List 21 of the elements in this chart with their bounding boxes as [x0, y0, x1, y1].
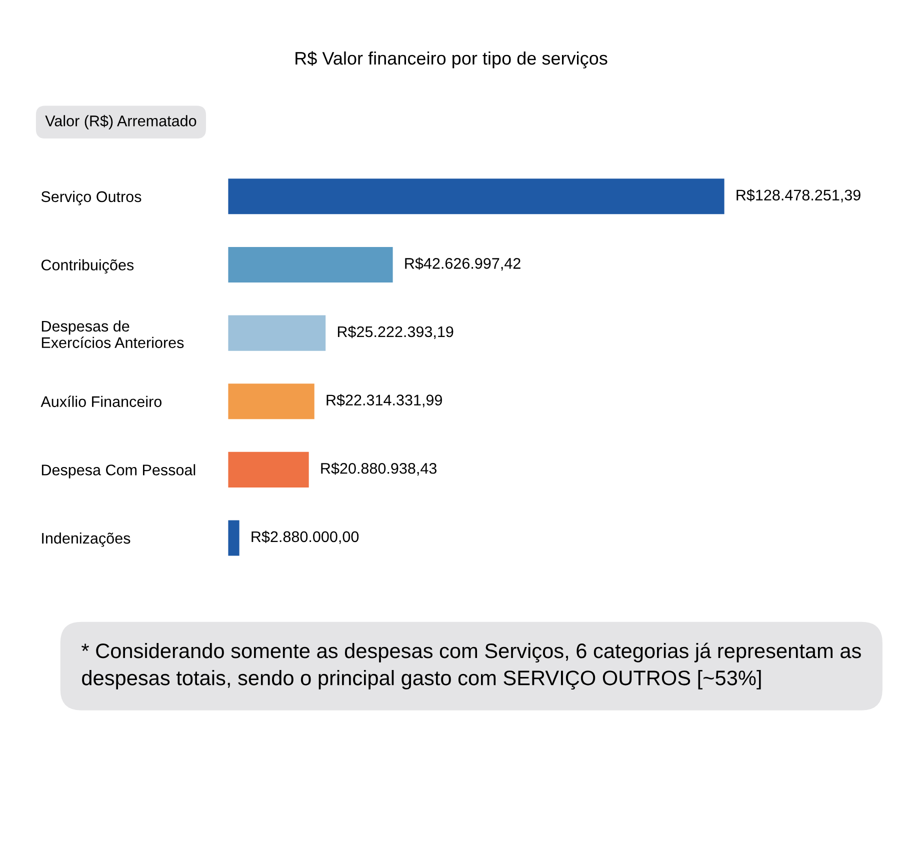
bar — [228, 384, 314, 420]
chart-title: R$ Valor financeiro por tipo de serviços — [296, 51, 608, 68]
data-label: R$42.626.997,42 — [405, 257, 520, 271]
y-tick-label: Indenizações — [42, 532, 130, 547]
bar — [228, 178, 724, 214]
text: * Considerando somente as despesas com Serviços, 6 categorias já representam as despesas totais, sendo o principal gasto com SERVIÇO OUTROS [~53%] — [82, 642, 861, 690]
bar — [228, 452, 309, 488]
y-tick-label: Despesas de Exercícios Anteriores — [42, 320, 184, 348]
bar — [228, 315, 326, 351]
y-tick-label: Despesa Com Pessoal — [42, 464, 196, 478]
data-label: R$20.880.938,43 — [321, 462, 437, 476]
bar — [228, 246, 393, 283]
chart-subtitle: Valor (R$) Arrematado — [45, 114, 196, 130]
data-label: R$128.478.251,39 — [736, 189, 860, 202]
data-label: R$2.880.000,00 — [252, 530, 359, 544]
y-tick-label: Serviço Outros — [41, 190, 142, 206]
y-tick-label: Auxílio Financeiro — [40, 396, 162, 408]
data-label: R$25.222.393,19 — [338, 326, 454, 339]
bar — [228, 520, 240, 556]
y-tick-label: Contribuições — [41, 259, 134, 274]
data-label: R$22.314.331,99 — [326, 394, 442, 408]
